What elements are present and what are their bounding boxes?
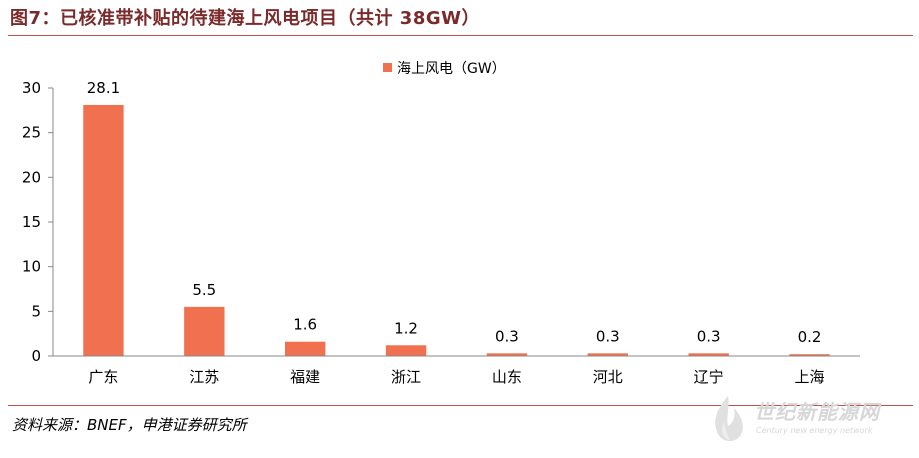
legend-swatch — [383, 63, 392, 72]
bar — [385, 345, 427, 356]
y-tick-label: 5 — [31, 302, 41, 320]
y-axis: 0 5 10 15 20 25 30 — [22, 79, 54, 365]
y-tick-label: 20 — [22, 168, 41, 186]
bar-chart: 海上风电（GW） 0 5 10 15 20 25 30 28.1 5.5 1.6 1.2 0.3 0.… — [22, 61, 860, 386]
data-label: 1.6 — [293, 316, 317, 334]
bar — [789, 354, 830, 356]
data-label: 0.3 — [697, 327, 721, 345]
bars-group: 28.1 5.5 1.6 1.2 0.3 0.3 0.3 0.2 — [83, 79, 830, 357]
x-tick-label: 河北 — [593, 368, 623, 386]
figure-title: 图7：已核准带补贴的待建海上风电项目（共计 38GW） — [10, 8, 480, 29]
x-tick-label: 辽宁 — [694, 368, 724, 386]
data-label: 28.1 — [87, 79, 120, 97]
bar — [285, 341, 326, 356]
x-tick-label: 江苏 — [189, 368, 219, 386]
source-rule — [8, 405, 913, 406]
data-label: 0.3 — [596, 327, 620, 345]
data-label: 0.3 — [495, 327, 519, 345]
x-tick-label: 山东 — [492, 368, 522, 386]
data-label: 5.5 — [192, 281, 216, 299]
x-tick-label: 福建 — [290, 368, 320, 386]
y-tick-label: 15 — [22, 213, 41, 231]
y-tick-label: 0 — [31, 347, 41, 365]
source-note: 资料来源：BNEF，申港证券研究所 — [12, 416, 247, 434]
x-axis: 广东 江苏 福建 浙江 山东 河北 辽宁 上海 — [53, 355, 860, 386]
x-tick-label: 浙江 — [391, 368, 421, 386]
y-tick-label: 30 — [22, 79, 41, 97]
watermark: 世纪新能源网 Century new energy network — [704, 392, 909, 452]
watermark-flame-icon — [715, 396, 743, 442]
title-rule — [8, 35, 913, 36]
data-label: 0.2 — [798, 328, 822, 346]
legend-label: 海上风电（GW） — [397, 61, 506, 77]
bar — [486, 353, 528, 356]
y-tick-label: 10 — [22, 258, 41, 276]
watermark-text: 世纪新能源网 — [754, 400, 880, 424]
x-tick-label: 上海 — [795, 368, 825, 386]
watermark-subtext: Century new energy network — [756, 426, 873, 435]
bar — [83, 104, 124, 357]
data-label: 1.2 — [394, 319, 418, 337]
bar — [184, 306, 225, 356]
bar — [688, 353, 729, 356]
y-tick-label: 25 — [22, 124, 41, 142]
x-tick-label: 广东 — [88, 368, 118, 386]
bar — [587, 353, 628, 356]
chart-legend: 海上风电（GW） — [383, 61, 506, 77]
